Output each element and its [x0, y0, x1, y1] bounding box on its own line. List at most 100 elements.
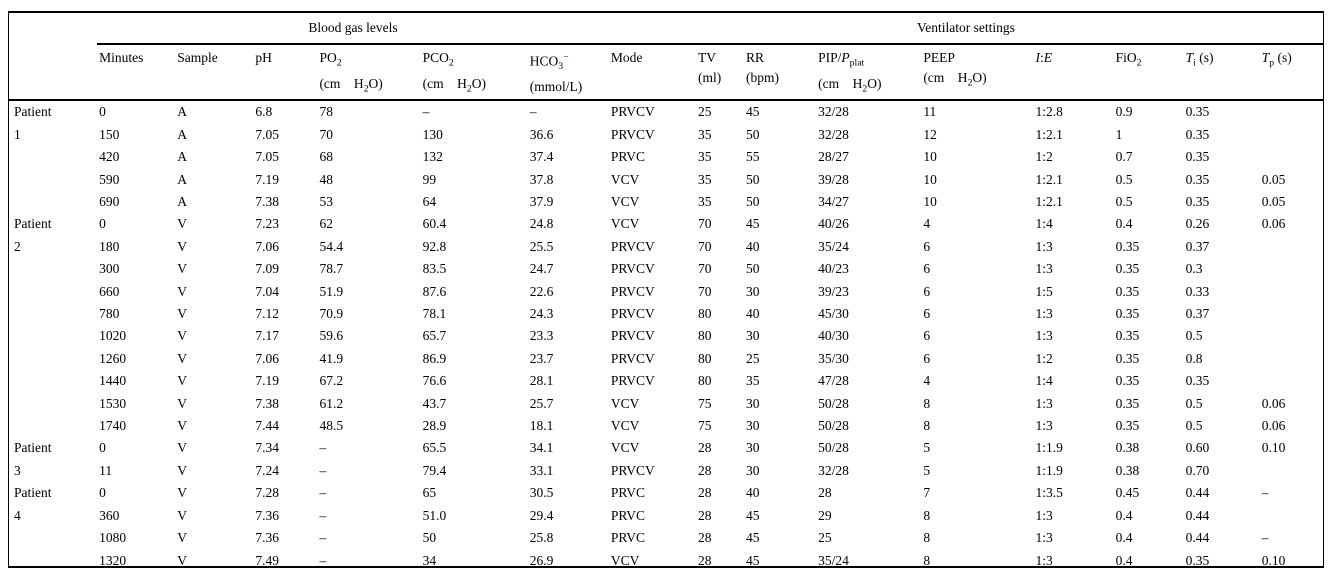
- cell-ie: 1:3: [1035, 418, 1053, 434]
- table-row: 660 V 7.04 51.9 87.6 22.6 PRVCV 70 30 39/23 6 1:5 0.…: [9, 281, 1323, 303]
- cell-ph: 7.05: [255, 149, 279, 165]
- cell-pco2: 60.4: [422, 216, 447, 232]
- cell-rr: 30: [746, 328, 760, 344]
- spanner-ventilator-settings: Ventilator settings: [608, 13, 1323, 45]
- cell-tv: 80: [697, 373, 712, 389]
- cell-ph: 7.34: [255, 440, 279, 456]
- cell-tv: 75: [697, 395, 712, 411]
- cell-tp: 0.06: [1261, 418, 1286, 434]
- cell-sample: A: [177, 194, 187, 209]
- table-row: 150 A 7.05 70 130 36.6 PRVCV 35 50 32/28 12 1:2.1 1 0…: [9, 124, 1323, 146]
- spanner-blood-gas-levels: Blood gas levels: [97, 13, 609, 45]
- cell-ie: 1:1.9: [1035, 462, 1063, 478]
- cell-mode: VCV: [610, 395, 640, 411]
- cell-mode: PRVC: [610, 485, 646, 501]
- cell-minutes: 1080: [99, 530, 127, 546]
- cell-peep: 6: [923, 238, 931, 254]
- cell-po2: 48: [319, 171, 333, 187]
- cell-peep: 6: [923, 328, 931, 344]
- table-row: Patient 3 0 V 7.34 – 65.5 34.1 VCV 28 30 50/28 5 1:1…: [9, 437, 1323, 477]
- cell-tv: 80: [697, 328, 712, 344]
- cell-ph: 7.38: [255, 395, 279, 411]
- cell-hco3: 25.8: [529, 530, 554, 546]
- table-row: 1530 V 7.38 61.2 43.7 25.7 VCV 75 30 50/28 8 1:3 0.3…: [9, 393, 1323, 415]
- patient-label: Patient 1: [14, 104, 52, 142]
- cell-rr: 35: [746, 373, 760, 389]
- cell-pco2: 92.8: [422, 238, 447, 254]
- cell-fio2: 0.7: [1115, 149, 1133, 165]
- cell-sample: V: [177, 238, 187, 254]
- cell-hco3: 26.9: [529, 552, 554, 568]
- cell-mode: PRVC: [610, 530, 646, 546]
- cell-tp: 0.06: [1261, 395, 1286, 411]
- spanner-row: Blood gas levels Ventilator settings: [9, 13, 1323, 45]
- cell-ie: 1:4: [1035, 373, 1053, 389]
- cell-pco2: 64: [422, 194, 437, 209]
- cell-sample: V: [177, 395, 187, 411]
- col-header-rr: RR (bpm): [744, 44, 817, 102]
- cell-peep: 8: [923, 418, 931, 434]
- cell-ph: 7.28: [255, 485, 279, 501]
- cell-ph: 7.44: [255, 418, 279, 434]
- cell-ti: 0.35: [1185, 373, 1210, 389]
- cell-ti: 0.5: [1185, 418, 1203, 434]
- cell-po2: –: [319, 530, 327, 546]
- cell-ie: 1:3: [1035, 530, 1053, 546]
- cell-peep: 6: [923, 261, 931, 277]
- cell-mode: PRVCV: [610, 283, 655, 299]
- cell-ti: 0.60: [1185, 440, 1210, 456]
- cell-tv: 28: [697, 440, 712, 456]
- cell-rr: 55: [746, 149, 760, 165]
- cell-po2: 51.9: [319, 283, 344, 299]
- cell-minutes: 0: [99, 440, 106, 456]
- cell-pip: 35/24: [818, 238, 849, 254]
- cell-sample: V: [177, 283, 187, 299]
- cell-tv: 28: [697, 552, 712, 568]
- cell-ie: 1:1.9: [1035, 440, 1063, 456]
- cell-ph: 7.06: [255, 350, 279, 366]
- cell-sample: V: [177, 552, 187, 568]
- cell-po2: –: [319, 462, 327, 478]
- cell-pco2: 50: [422, 530, 437, 546]
- cell-tv: 75: [697, 418, 712, 434]
- cell-pip: 28: [818, 485, 832, 501]
- cell-hco3: 29.4: [529, 507, 554, 523]
- cell-pco2: 83.5: [422, 261, 447, 277]
- cell-ti: 0.35: [1185, 194, 1210, 209]
- cell-ph: 7.24: [255, 462, 279, 478]
- cell-hco3: 34.1: [529, 440, 554, 456]
- cell-pip: 34/27: [818, 194, 849, 209]
- cell-fio2: 0.38: [1115, 440, 1140, 456]
- cell-po2: 62: [319, 216, 333, 232]
- cell-sample: V: [177, 328, 187, 344]
- cell-tv: 70: [697, 283, 712, 299]
- col-header-tp: Tp (s): [1259, 44, 1323, 102]
- cell-rr: 30: [746, 283, 760, 299]
- cell-mode: VCV: [610, 194, 640, 209]
- table-row: 1020 V 7.17 59.6 65.7 23.3 PRVCV 80 30 40/30 6 1:3 0…: [9, 325, 1323, 347]
- cell-ti: 0.35: [1185, 171, 1210, 187]
- cell-tp: [1260, 146, 1323, 168]
- cell-peep: 8: [923, 507, 931, 523]
- cell-sample: V: [177, 306, 187, 322]
- cell-ie: 1:3: [1035, 395, 1053, 411]
- cell-hco3: 18.1: [529, 418, 554, 434]
- cell-po2: 59.6: [319, 328, 344, 344]
- col-header-pco2: PCO2 (cm H2O): [420, 44, 528, 102]
- cell-ph: 7.19: [255, 373, 279, 389]
- table-row: 590 A 7.19 48 99 37.8 VCV 35 50 39/28 10 1:2.1 0.5 0.…: [9, 169, 1323, 191]
- cell-ti: 0.8: [1185, 350, 1203, 366]
- cell-tp: 0.05: [1261, 194, 1286, 209]
- cell-peep: 12: [923, 126, 937, 142]
- cell-peep: 10: [923, 149, 937, 165]
- table-body: Patient 1 0 A 6.8 78– – PRVCV 25 45 32/28 11 1:2.8 0…: [9, 100, 1323, 572]
- cell-ti: 0.5: [1185, 328, 1203, 344]
- cell-hco3: 25.5: [529, 238, 554, 254]
- patient-ventilation-table: Blood gas levels Ventilator settings Min…: [9, 13, 1323, 572]
- cell-fio2: 0.4: [1115, 552, 1133, 568]
- cell-sample: V: [177, 507, 187, 523]
- cell-po2: 78.7: [319, 261, 344, 277]
- cell-ti: 0.35: [1185, 126, 1210, 142]
- cell-pco2: 86.9: [422, 350, 447, 366]
- cell-fio2: 0.35: [1115, 238, 1140, 254]
